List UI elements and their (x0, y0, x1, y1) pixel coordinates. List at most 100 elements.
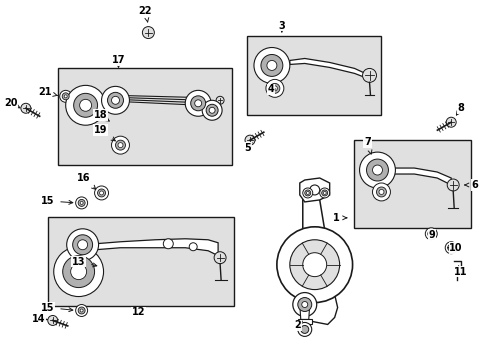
Text: 22: 22 (139, 6, 152, 22)
Circle shape (62, 256, 94, 288)
Polygon shape (297, 319, 311, 324)
Circle shape (446, 117, 455, 127)
Circle shape (115, 140, 125, 150)
Circle shape (74, 93, 98, 117)
Text: 15: 15 (41, 302, 73, 312)
Circle shape (202, 100, 222, 120)
Circle shape (447, 179, 458, 191)
Circle shape (272, 86, 277, 91)
Circle shape (94, 186, 108, 200)
Circle shape (276, 227, 352, 302)
Circle shape (111, 96, 119, 104)
Circle shape (359, 152, 395, 188)
Polygon shape (302, 193, 324, 294)
Bar (48, 217, 234, 306)
Circle shape (302, 188, 312, 198)
Text: 17: 17 (112, 55, 125, 67)
Circle shape (304, 190, 310, 196)
Text: 9: 9 (428, 230, 435, 240)
Circle shape (107, 92, 123, 108)
Circle shape (302, 253, 326, 276)
Circle shape (269, 84, 279, 93)
Polygon shape (297, 294, 337, 324)
Circle shape (292, 293, 316, 316)
Text: 4: 4 (267, 84, 275, 94)
Circle shape (65, 85, 105, 125)
Text: 18: 18 (94, 110, 109, 121)
Bar (353, 140, 470, 228)
Text: 5: 5 (244, 143, 252, 153)
Circle shape (163, 239, 173, 249)
Circle shape (189, 243, 197, 251)
Circle shape (60, 90, 72, 102)
Circle shape (265, 80, 283, 97)
Circle shape (372, 183, 389, 201)
Circle shape (372, 165, 382, 175)
Circle shape (111, 136, 129, 154)
Circle shape (80, 201, 83, 204)
Text: 21: 21 (38, 87, 58, 97)
Circle shape (102, 86, 129, 114)
Circle shape (21, 103, 31, 113)
Text: 20: 20 (4, 98, 20, 108)
Text: 19: 19 (94, 125, 115, 141)
Circle shape (297, 323, 311, 336)
Circle shape (425, 228, 436, 240)
Circle shape (266, 60, 276, 71)
Circle shape (48, 315, 58, 325)
Text: 13: 13 (72, 257, 97, 267)
Circle shape (76, 197, 87, 209)
Circle shape (194, 100, 201, 107)
Circle shape (78, 307, 85, 314)
Circle shape (98, 189, 105, 197)
Polygon shape (95, 239, 218, 256)
Text: 15: 15 (41, 196, 73, 206)
Text: 2: 2 (294, 320, 302, 330)
Circle shape (209, 107, 215, 113)
Circle shape (297, 298, 311, 311)
Circle shape (142, 27, 154, 39)
Text: 14: 14 (32, 314, 47, 324)
Circle shape (376, 187, 386, 197)
Circle shape (301, 302, 307, 307)
Circle shape (378, 189, 383, 194)
Circle shape (253, 48, 289, 84)
Circle shape (305, 192, 308, 194)
Circle shape (78, 240, 87, 250)
Text: 12: 12 (131, 307, 145, 318)
Circle shape (62, 93, 69, 100)
Text: 7: 7 (364, 137, 371, 154)
Circle shape (309, 185, 319, 195)
Circle shape (71, 264, 86, 280)
Circle shape (319, 188, 329, 198)
Circle shape (80, 99, 91, 111)
Polygon shape (289, 58, 367, 78)
Text: 3: 3 (278, 21, 285, 32)
Text: 16: 16 (77, 173, 96, 189)
Circle shape (444, 242, 456, 254)
Circle shape (76, 305, 87, 316)
Circle shape (185, 90, 211, 116)
Circle shape (118, 143, 122, 148)
Bar (58, 68, 232, 165)
Circle shape (429, 232, 432, 235)
Circle shape (323, 192, 325, 194)
Circle shape (54, 247, 103, 297)
Circle shape (300, 325, 308, 333)
Circle shape (80, 309, 83, 312)
Text: 10: 10 (447, 243, 462, 253)
Circle shape (362, 68, 376, 82)
Circle shape (289, 240, 339, 289)
Circle shape (190, 96, 205, 111)
Circle shape (64, 95, 67, 98)
Polygon shape (388, 168, 450, 185)
Circle shape (100, 191, 103, 195)
Circle shape (449, 246, 452, 249)
Circle shape (73, 235, 92, 255)
Polygon shape (299, 305, 309, 319)
Circle shape (206, 104, 218, 116)
Bar (246, 36, 381, 115)
Circle shape (78, 199, 85, 206)
Circle shape (216, 96, 224, 104)
Text: 6: 6 (464, 180, 477, 190)
